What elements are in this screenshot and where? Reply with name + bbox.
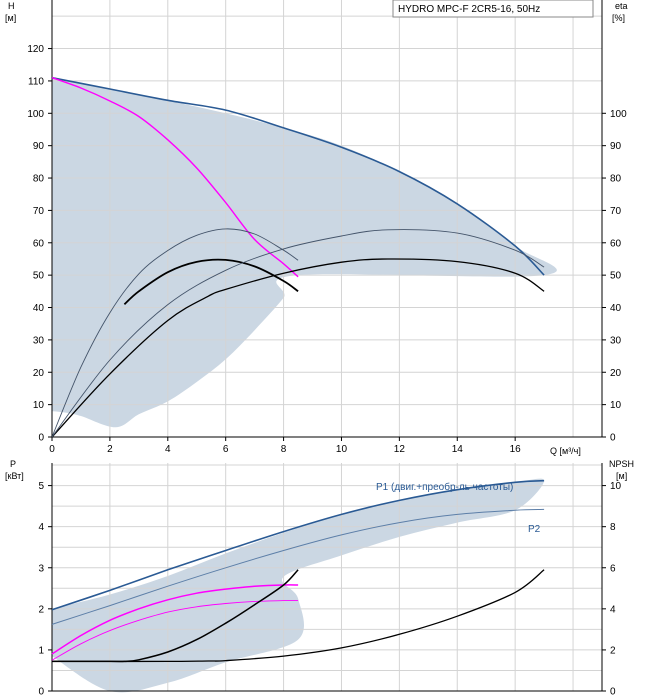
eta-tick-label: 0 [610, 433, 616, 444]
power-envelope-area [52, 478, 545, 693]
power-axis-unit: [кВт] [5, 471, 24, 481]
x-tick-label: 6 [223, 444, 229, 455]
x-tick-label: 16 [510, 444, 522, 455]
power-tick-label: 5 [38, 481, 44, 492]
x-tick-label: 8 [281, 444, 287, 455]
x-tick-label: 14 [452, 444, 464, 455]
head-tick-label: 60 [33, 238, 45, 249]
eta-tick-label: 10 [610, 400, 622, 411]
npsh-tick-label: 4 [610, 604, 616, 615]
npsh-tick-label: 8 [610, 522, 616, 533]
head-tick-label: 40 [33, 303, 45, 314]
power-axis-title: P [10, 459, 16, 469]
p1-series-label: P1 (двиг.+преобр-ль частоты) [376, 481, 513, 493]
chart-title-box: HYDRO MPC-F 2CR5-16, 50Hz [392, 0, 594, 18]
x-tick-label: 4 [165, 444, 171, 455]
head-axis-unit: [м] [5, 13, 16, 23]
p1-two-pumps-line [51, 479, 545, 611]
npsh-tick-label: 2 [610, 645, 616, 656]
power-tick-label: 1 [38, 645, 44, 656]
head-tick-label: 120 [27, 44, 44, 55]
eta-two-pumps-max-line [51, 229, 545, 438]
head-axis-title: H [8, 1, 15, 11]
x-tick-label: 10 [336, 444, 348, 455]
eta-axis-title: eta [615, 1, 628, 11]
p2-one-pump-line [51, 600, 299, 661]
head-tick-label: 0 [38, 433, 44, 444]
head-envelope-area [52, 77, 557, 428]
npsh-axis-title: NPSH [609, 459, 634, 469]
power-tick-label: 4 [38, 522, 44, 533]
npsh-two-pumps-line [51, 569, 545, 663]
head-tick-label: 30 [33, 335, 45, 346]
flow-axis-label: Q [м³/ч] [550, 446, 581, 456]
eta-tick-label: 90 [610, 141, 622, 152]
eta-tick-label: 70 [610, 206, 622, 217]
eta-one-pump-max-line [51, 228, 299, 438]
head-tick-label: 80 [33, 174, 45, 185]
chart-title: HYDRO MPC-F 2CR5-16, 50Hz [398, 4, 540, 15]
head-max-line [51, 76, 545, 276]
head-tick-label: 20 [33, 368, 45, 379]
npsh-tick-label: 10 [610, 481, 622, 492]
x-tick-label: 12 [394, 444, 406, 455]
p2-two-pumps-line [51, 508, 545, 625]
npsh-tick-label: 0 [610, 687, 616, 698]
head-tick-label: 10 [33, 400, 45, 411]
eta-tick-label: 100 [610, 109, 627, 120]
head-tick-label: 110 [28, 76, 44, 87]
power-tick-label: 0 [38, 687, 44, 698]
eta-tick-label: 50 [610, 271, 622, 282]
head-tick-label: 100 [27, 109, 44, 120]
head-tick-label: 70 [33, 206, 45, 217]
x-tick-label: 2 [107, 444, 113, 455]
eta-tick-label: 20 [610, 368, 622, 379]
power-tick-label: 2 [38, 604, 44, 615]
eta-two-pumps-op-line [51, 258, 545, 438]
eta-one-pump-op-line [123, 258, 299, 305]
p1-one-pump-line [51, 584, 299, 655]
eta-tick-label: 40 [610, 303, 622, 314]
head-tick-label: 90 [33, 141, 45, 152]
head-tick-label: 50 [33, 271, 45, 282]
eta-axis-unit: [%] [612, 13, 625, 23]
x-tick-label: 0 [49, 444, 55, 455]
p2-series-label: P2 [528, 524, 541, 535]
npsh-axis-unit: [м] [616, 471, 627, 481]
power-tick-label: 3 [38, 563, 44, 574]
eta-tick-label: 80 [610, 174, 622, 185]
eta-tick-label: 60 [610, 238, 622, 249]
eta-tick-label: 30 [610, 335, 622, 346]
npsh-tick-label: 6 [610, 563, 616, 574]
